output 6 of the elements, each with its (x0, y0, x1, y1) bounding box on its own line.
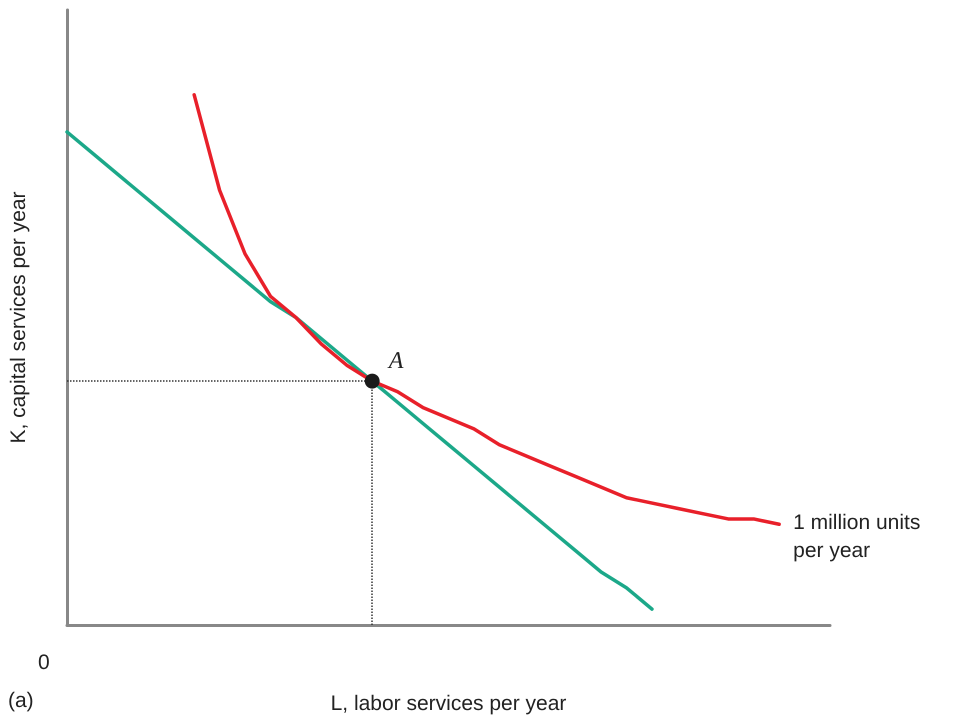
y-axis-title: K, capital services per year (7, 191, 30, 444)
annotation: A (386, 348, 404, 374)
text: 0 (38, 651, 50, 674)
x-axis-title: L, labor services per year (330, 692, 566, 715)
series-label: 1 million units per year (793, 510, 926, 562)
text: (a) (8, 689, 34, 712)
